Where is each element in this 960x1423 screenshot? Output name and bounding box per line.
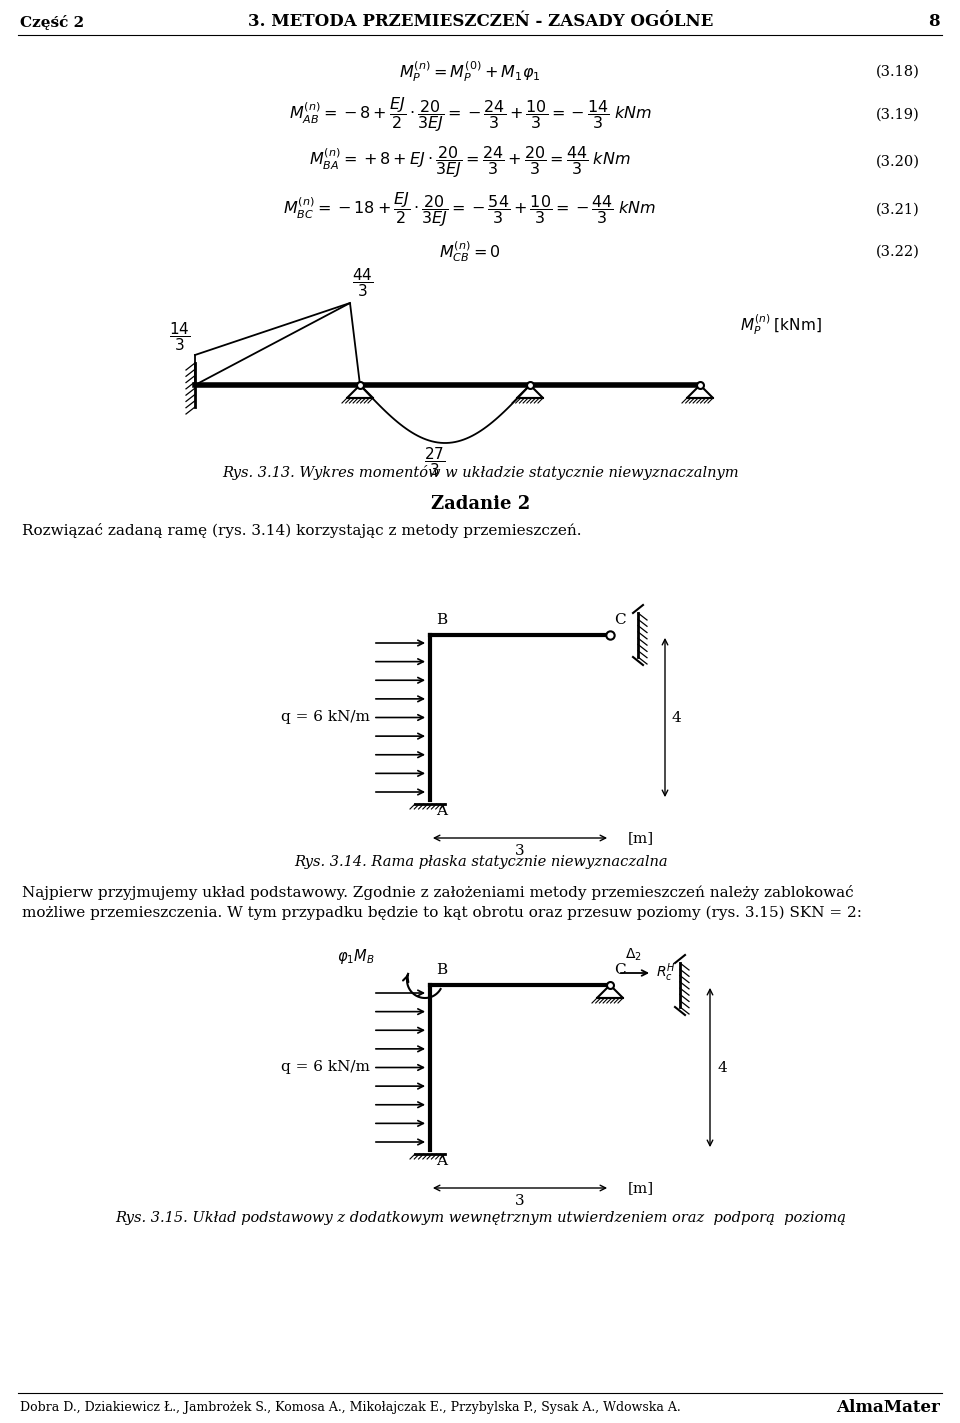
Text: B: B: [436, 613, 447, 628]
Text: q = 6 kN/m: q = 6 kN/m: [281, 1060, 370, 1074]
Text: Najpierw przyjmujemy układ podstawowy. Zgodnie z założeniami metody przemieszcze: Najpierw przyjmujemy układ podstawowy. Z…: [22, 885, 853, 901]
Text: Część 2: Część 2: [20, 14, 84, 30]
Text: 3: 3: [516, 1194, 525, 1208]
Text: [m]: [m]: [628, 1181, 654, 1195]
Text: C: C: [614, 613, 626, 628]
Text: $R_c^H$: $R_c^H$: [656, 962, 676, 985]
Text: $M_{BC}^{(n)}=-18+\dfrac{EJ}{2}\cdot\dfrac{20}{3EJ}=-\dfrac{54}{3}+\dfrac{10}{3}: $M_{BC}^{(n)}=-18+\dfrac{EJ}{2}\cdot\dfr…: [283, 191, 657, 229]
Text: (3.20): (3.20): [876, 155, 920, 169]
Text: 3: 3: [516, 844, 525, 858]
Text: $\dfrac{14}{3}$: $\dfrac{14}{3}$: [169, 320, 190, 353]
Text: 4: 4: [672, 710, 682, 724]
Text: $\varphi_1 M_B$: $\varphi_1 M_B$: [337, 948, 375, 966]
Text: $M_P^{(n)}=M_P^{(0)}+M_1\varphi_1$: $M_P^{(n)}=M_P^{(0)}+M_1\varphi_1$: [399, 60, 540, 84]
Text: $M_P^{(n)}\;[\mathrm{kNm}]$: $M_P^{(n)}\;[\mathrm{kNm}]$: [740, 313, 822, 337]
Text: $\dfrac{27}{3}$: $\dfrac{27}{3}$: [424, 445, 445, 478]
Text: Rys. 3.13. Wykres momentów w układzie statycznie niewyznaczalnym: Rys. 3.13. Wykres momentów w układzie st…: [223, 464, 739, 480]
Text: (3.21): (3.21): [876, 203, 920, 216]
Text: Dobra D., Dziakiewicz Ł., Jambrożek S., Komosa A., Mikołajczak E., Przybylska P.: Dobra D., Dziakiewicz Ł., Jambrożek S., …: [20, 1402, 681, 1414]
Text: (3.18): (3.18): [876, 65, 920, 80]
Text: 4: 4: [717, 1060, 727, 1074]
Text: (3.22): (3.22): [876, 245, 920, 259]
Text: [m]: [m]: [628, 831, 654, 845]
Text: 8: 8: [928, 13, 940, 30]
Text: $\Delta_2$: $\Delta_2$: [625, 946, 642, 963]
Text: możliwe przemieszczenia. W tym przypadku będzie to kąt obrotu oraz przesuw pozio: możliwe przemieszczenia. W tym przypadku…: [22, 906, 862, 921]
Text: A: A: [436, 804, 447, 818]
Text: 3. METODA PRZEMIESZCZEŃ - ZASADY OGÓLNE: 3. METODA PRZEMIESZCZEŃ - ZASADY OGÓLNE: [249, 13, 713, 30]
Text: Rozwiązać zadaną ramę (rys. 3.14) korzystając z metody przemieszczeń.: Rozwiązać zadaną ramę (rys. 3.14) korzys…: [22, 522, 582, 538]
Text: $M_{BA}^{(n)}=+8+EJ\cdot\dfrac{20}{3EJ}=\dfrac{24}{3}+\dfrac{20}{3}=\dfrac{44}{3: $M_{BA}^{(n)}=+8+EJ\cdot\dfrac{20}{3EJ}=…: [309, 144, 631, 179]
Text: $M_{CB}^{(n)}=0$: $M_{CB}^{(n)}=0$: [439, 239, 501, 265]
Text: Rys. 3.15. Układ podstawowy z dodatkowym wewnętrznym utwierdzeniem oraz  podporą: Rys. 3.15. Układ podstawowy z dodatkowym…: [115, 1211, 847, 1225]
Text: q = 6 kN/m: q = 6 kN/m: [281, 710, 370, 724]
Text: Rys. 3.14. Rama płaska statycznie niewyznaczalna: Rys. 3.14. Rama płaska statycznie niewyz…: [294, 855, 668, 869]
Text: (3.19): (3.19): [876, 108, 920, 122]
Text: B: B: [436, 963, 447, 978]
Text: Zadanie 2: Zadanie 2: [431, 495, 531, 514]
Text: C: C: [614, 963, 626, 978]
Text: A: A: [436, 1154, 447, 1168]
Text: $\dfrac{44}{3}$: $\dfrac{44}{3}$: [352, 266, 373, 299]
Text: AlmaMater: AlmaMater: [836, 1399, 940, 1416]
Text: $M_{AB}^{(n)}=-8+\dfrac{EJ}{2}\cdot\dfrac{20}{3EJ}=-\dfrac{24}{3}+\dfrac{10}{3}=: $M_{AB}^{(n)}=-8+\dfrac{EJ}{2}\cdot\dfra…: [289, 95, 652, 135]
